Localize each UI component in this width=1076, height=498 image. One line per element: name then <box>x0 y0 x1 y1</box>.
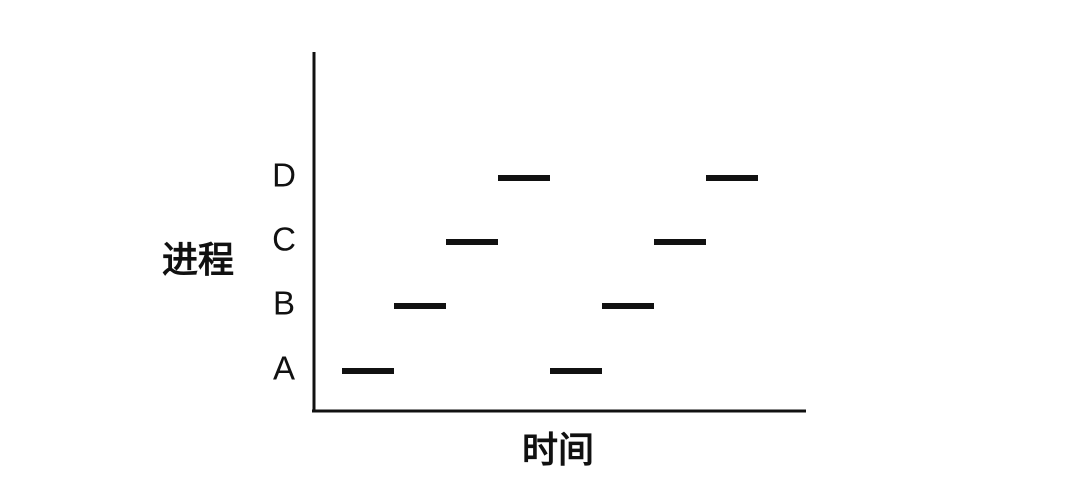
x-axis-label: 时间 <box>522 430 594 471</box>
tick-label-c: C <box>272 221 296 258</box>
tick-label-a: A <box>273 350 295 387</box>
y-axis-label: 进程 <box>162 240 234 281</box>
tick-label-d: D <box>272 157 296 194</box>
tick-label-b: B <box>273 285 295 322</box>
time-slices <box>342 175 758 374</box>
